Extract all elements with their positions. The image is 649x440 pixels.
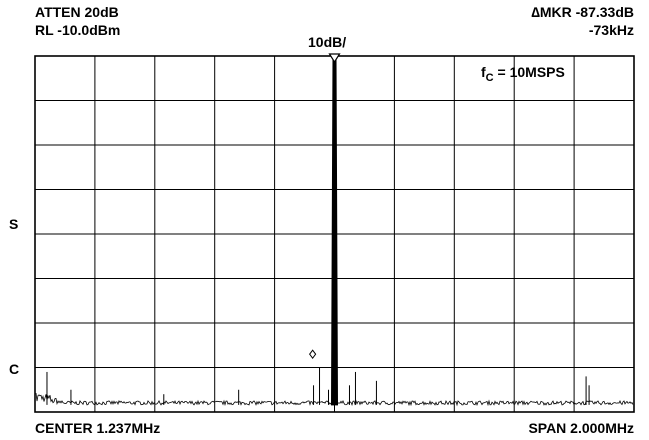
marker-readout: ∆MKR -87.33dB (531, 4, 634, 20)
side-label-c: C (9, 361, 20, 377)
delta-symbol: ∆ (531, 4, 540, 20)
scale-label: 10dB/ (308, 34, 347, 50)
delta-marker-icon (309, 349, 317, 359)
side-label-s: S (9, 216, 19, 232)
carrier-peak (330, 55, 339, 406)
atten-label: ATTEN 20dB (35, 4, 119, 20)
ref-level-label: RL -10.0dBm (35, 22, 121, 38)
center-freq-label: CENTER 1.237MHz (35, 420, 161, 436)
marker-delta-label: MKR -87.33dB (539, 4, 634, 20)
reference-marker-icon (328, 53, 341, 64)
marker-freq-label: -73kHz (588, 22, 634, 38)
fc-subscript: C (485, 71, 494, 84)
span-label: SPAN 2.000MHz (528, 420, 634, 436)
fc-prefix: f (481, 64, 486, 80)
